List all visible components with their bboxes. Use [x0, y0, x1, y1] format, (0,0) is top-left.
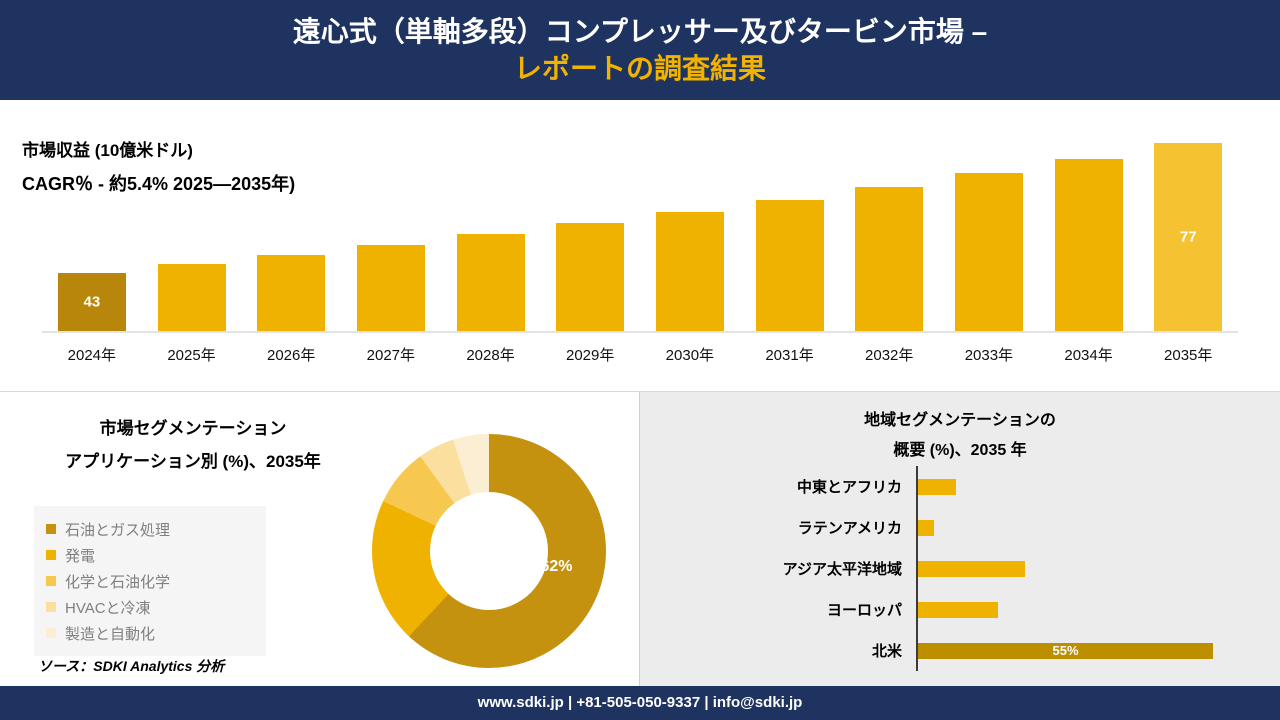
legend-swatch — [46, 628, 56, 638]
legend-item: 製造と自動化 — [46, 620, 254, 646]
revenue-bar-column — [640, 212, 740, 331]
region-row: ヨーロッパ — [640, 589, 1254, 630]
region-bar-track — [916, 548, 1254, 589]
revenue-year-label: 2027年 — [366, 347, 416, 364]
legend-item: 発電 — [46, 542, 254, 568]
revenue-bar-column: 77 — [1138, 143, 1238, 331]
region-bar-track — [916, 589, 1254, 630]
revenue-chart-section: 市場収益 (10億米ドル) CAGR％ - 約5.4% 2025―2035年) … — [0, 100, 1280, 392]
region-bar-chart: 中東とアフリカ ラテンアメリカアジア太平洋地域ヨーロッパ北米 55% — [640, 466, 1254, 671]
application-donut-chart: 62% — [372, 434, 606, 668]
region-category-label: ラテンアメリカ — [797, 520, 902, 537]
revenue-bar — [456, 234, 525, 331]
application-segmentation-panel: 市場セグメンテーション アプリケーション別 (%)、2035年 石油とガス処理発… — [0, 392, 640, 686]
revenue-year-label: 2033年 — [964, 347, 1014, 364]
source-note: ソース：SDKI Analytics 分析 — [38, 658, 225, 674]
legend-item-label: 発電 — [65, 547, 96, 565]
region-bar — [918, 560, 1025, 577]
revenue-bar-column — [441, 234, 541, 331]
region-bar-track — [916, 507, 1254, 548]
revenue-year-label: 2028年 — [466, 347, 515, 364]
region-bar-track — [916, 466, 1254, 507]
donut-value-label: 62% — [540, 558, 573, 576]
revenue-bar — [157, 264, 226, 331]
footer-bar: www.sdki.jp | +81-505-050-9337 | info@sd… — [0, 686, 1280, 720]
revenue-bar — [257, 255, 326, 331]
legend-swatch — [46, 550, 56, 560]
donut-hole — [430, 492, 548, 610]
report-header: 遠心式（単軸多段）コンプレッサー及びタービン市場 – レポートの調査結果 — [0, 0, 1280, 100]
revenue-bar — [356, 245, 425, 331]
legend-item-label: 石油とガス処理 — [65, 521, 171, 539]
region-category-label: ヨーロッパ — [826, 602, 902, 619]
revenue-year-label: 2029年 — [566, 347, 615, 364]
legend-swatch — [46, 602, 56, 612]
region-title-line2: 概要 (%)、2035 年 — [893, 442, 1027, 459]
legend-item-label: 化学と石油化学 — [65, 573, 171, 591]
legend-item: 化学と石油化学 — [46, 568, 254, 594]
revenue-year-label: 2024年 — [67, 347, 117, 364]
region-bar-value-label: 55% — [1052, 642, 1079, 658]
region-category-label: 中東とアフリカ — [796, 479, 902, 496]
revenue-bars: 43 77 — [42, 143, 1238, 333]
report-title-line2: レポートの調査結果 — [513, 53, 766, 84]
revenue-bar-value-label: 77 — [1179, 228, 1197, 246]
region-bar — [918, 478, 956, 495]
legend-item: HVACと冷凍 — [46, 594, 254, 620]
region-row: ラテンアメリカ — [640, 507, 1254, 548]
region-row: 中東とアフリカ — [640, 466, 1254, 507]
legend-swatch — [46, 576, 56, 586]
region-bar — [918, 601, 998, 618]
region-title-line1: 地域セグメンテーションの — [864, 412, 1056, 429]
revenue-bar — [1054, 159, 1123, 331]
region-bar: 55% — [918, 642, 1213, 659]
revenue-bar: 43 — [57, 273, 126, 331]
revenue-bar — [556, 223, 625, 331]
revenue-year-axis: 2024年 2025年 2026年 2027年 2028年 2029年 2030年 2031年… — [42, 344, 1238, 365]
region-segmentation-panel: 地域セグメンテーションの 概要 (%)、2035 年 中東とアフリカ ラテンアメリ… — [640, 392, 1280, 686]
revenue-bar — [755, 200, 824, 331]
legend-item-label: HVACと冷凍 — [65, 599, 151, 617]
region-bar — [918, 519, 934, 536]
revenue-bar-column — [142, 264, 242, 331]
revenue-bar-column — [740, 200, 840, 331]
revenue-bar-value-label: 43 — [83, 293, 101, 311]
region-category-label: 北米 — [871, 643, 902, 660]
report-title-line1: 遠心式（単軸多段）コンプレッサー及びタービン市場 – — [292, 16, 988, 47]
revenue-bar — [855, 187, 924, 331]
revenue-bar-column — [241, 255, 341, 331]
segmentation-title-line1: 市場セグメンテーション — [99, 419, 287, 438]
region-bar-track: 55% — [916, 630, 1254, 671]
revenue-axis-label: 市場収益 (10億米ドル) — [22, 141, 193, 160]
revenue-bar-column: 43 — [42, 273, 142, 331]
revenue-year-label: 2034年 — [1064, 347, 1113, 364]
region-row: アジア太平洋地域 — [640, 548, 1254, 589]
region-row: 北米 55% — [640, 630, 1254, 671]
application-legend: 石油とガス処理 発電化学と石油化学 HVACと冷凍 製造と自動化 — [34, 506, 266, 656]
segmentation-title-line2: アプリケーション別 (%)、2035年 — [65, 452, 321, 471]
revenue-year-label: 2030年 — [665, 347, 715, 364]
revenue-year-label: 2035年 — [1164, 347, 1213, 364]
legend-item-label: 製造と自動化 — [65, 625, 156, 643]
legend-item: 石油とガス処理 — [46, 516, 254, 542]
revenue-bar-column — [1039, 159, 1139, 331]
revenue-bar-column — [540, 223, 640, 331]
bottom-panels: 市場セグメンテーション アプリケーション別 (%)、2035年 石油とガス処理発… — [0, 392, 1280, 686]
revenue-year-label: 2025年 — [167, 347, 216, 364]
region-category-label: アジア太平洋地域 — [782, 561, 902, 578]
footer-contact-text: www.sdki.jp | +81-505-050-9337 | info@sd… — [477, 694, 803, 711]
revenue-bar-column — [839, 187, 939, 331]
revenue-bar — [954, 173, 1023, 331]
revenue-bar-column — [341, 245, 441, 331]
revenue-year-label: 2031年 — [765, 347, 814, 364]
revenue-bar — [655, 212, 724, 331]
legend-swatch — [46, 524, 56, 534]
cagr-label: CAGR％ - 約5.4% 2025―2035年) — [22, 174, 296, 194]
revenue-bar-column — [939, 173, 1039, 331]
revenue-year-label: 2032年 — [865, 347, 914, 364]
revenue-year-label: 2026年 — [266, 347, 316, 364]
revenue-bar: 77 — [1154, 143, 1223, 331]
